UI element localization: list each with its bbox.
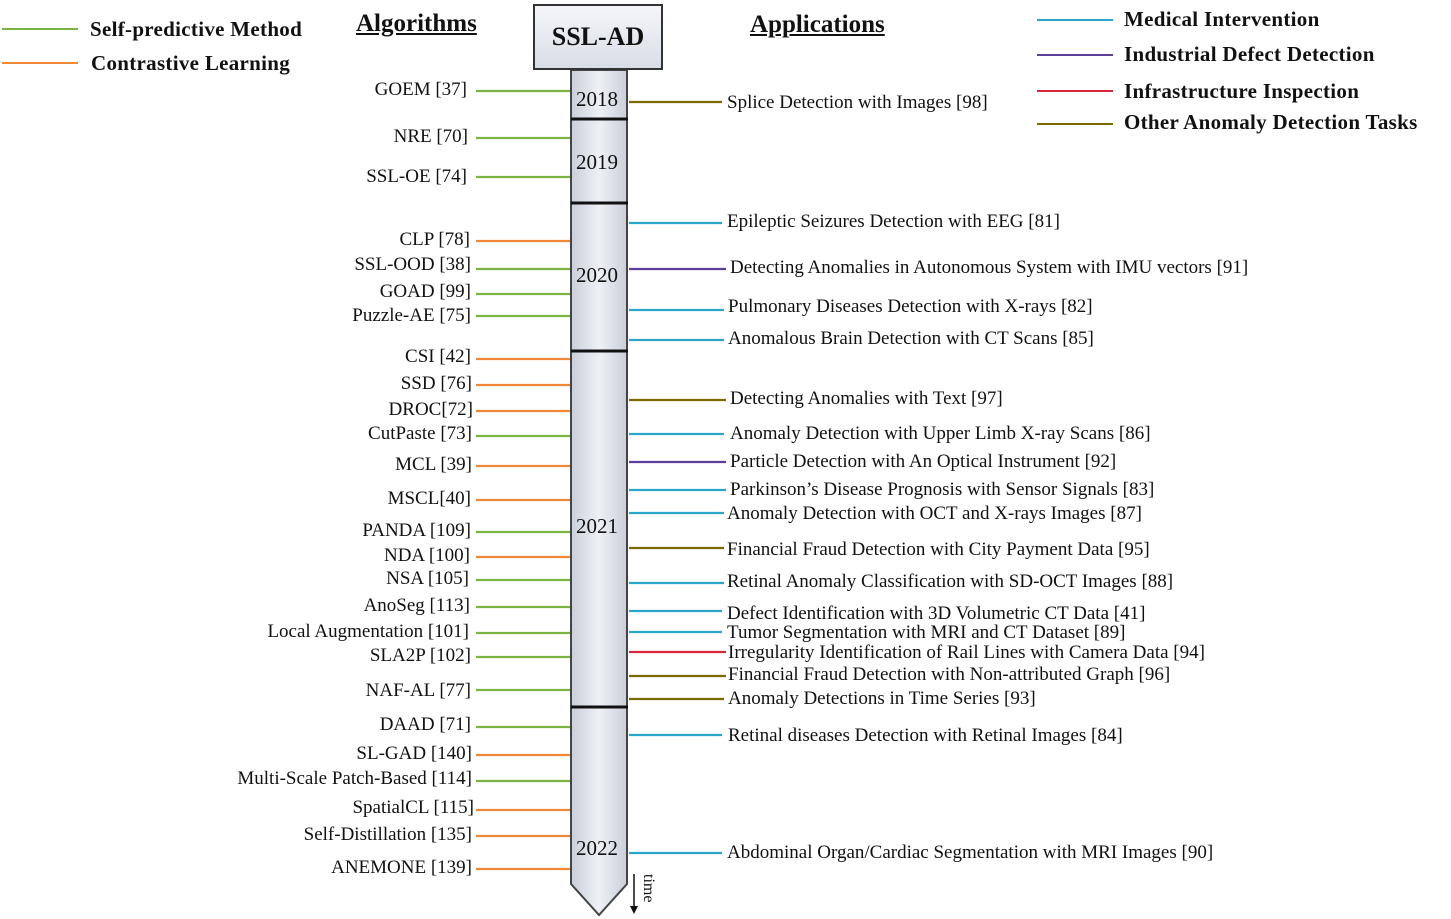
algorithm-label: DROC[72] bbox=[388, 399, 473, 420]
algorithms-heading: Algorithms bbox=[356, 10, 477, 37]
algorithm-label: NAF-AL [77] bbox=[365, 680, 471, 701]
algorithm-label: MCL [39] bbox=[395, 454, 472, 475]
application-label: Anomalous Brain Detection with CT Scans … bbox=[728, 328, 1094, 349]
legend-line-contrastive bbox=[2, 62, 78, 64]
application-label: Anomaly Detections in Time Series [93] bbox=[728, 688, 1036, 709]
algorithm-label: SL-GAD [140] bbox=[356, 743, 472, 764]
time-label: time bbox=[640, 874, 657, 903]
application-label: Tumor Segmentation with MRI and CT Datas… bbox=[727, 622, 1126, 643]
application-label: Abdominal Organ/Cardiac Segmentation wit… bbox=[727, 842, 1214, 863]
algorithm-label: CLP [78] bbox=[399, 229, 470, 250]
timeline-axis bbox=[570, 69, 628, 917]
connector-lines bbox=[476, 89, 726, 871]
application-label: Financial Fraud Detection with Non-attri… bbox=[728, 664, 1171, 685]
application-label: Irregularity Identification of Rail Line… bbox=[728, 642, 1205, 663]
algorithm-label: SSL-OOD [38] bbox=[354, 254, 471, 275]
algorithm-label: NDA [100] bbox=[383, 545, 470, 566]
legend-label-self-predictive: Self-predictive Method bbox=[90, 17, 303, 41]
application-label: Pulmonary Diseases Detection with X-rays… bbox=[728, 296, 1093, 317]
legend-line-industrial bbox=[1037, 54, 1113, 56]
year-separators bbox=[571, 117, 628, 709]
application-label: Retinal diseases Detection with Retinal … bbox=[728, 725, 1123, 746]
year-label-2022: 2022 bbox=[576, 836, 618, 860]
applications-heading: Applications bbox=[750, 11, 885, 38]
application-label: Anomaly Detection with Upper Limb X-ray … bbox=[730, 423, 1151, 444]
algorithm-label: CutPaste [73] bbox=[368, 423, 472, 444]
application-label: Retinal Anomaly Classification with SD-O… bbox=[727, 571, 1174, 592]
year-label-2020: 2020 bbox=[576, 263, 618, 287]
application-label: Defect Identification with 3D Volumetric… bbox=[727, 603, 1146, 624]
legend-line-infrastructure bbox=[1037, 90, 1113, 92]
time-arrow bbox=[630, 874, 638, 914]
legend-line-self-predictive bbox=[2, 28, 78, 30]
algorithm-label: NRE [70] bbox=[393, 126, 468, 147]
algorithm-label: SSL-OE [74] bbox=[366, 166, 467, 187]
ssl-ad-title-box: SSL-AD bbox=[533, 4, 663, 70]
application-label: Splice Detection with Images [98] bbox=[727, 92, 988, 113]
algorithm-label: MSCL[40] bbox=[387, 488, 471, 509]
algorithm-label: NSA [105] bbox=[386, 568, 469, 589]
legend-line-other bbox=[1037, 123, 1113, 125]
algorithm-label: SSD [76] bbox=[400, 373, 472, 394]
application-label: Parkinson’s Disease Prognosis with Senso… bbox=[730, 479, 1155, 500]
algorithm-label: SpatialCL [115] bbox=[352, 797, 474, 818]
legend-label-industrial: Industrial Defect Detection bbox=[1124, 42, 1375, 66]
application-label: Epileptic Seizures Detection with EEG [8… bbox=[727, 211, 1060, 232]
algorithm-label: Multi-Scale Patch-Based [114] bbox=[237, 768, 472, 789]
algorithm-label: Local Augmentation [101] bbox=[267, 621, 469, 642]
algorithm-label: ANEMONE [139] bbox=[331, 857, 472, 878]
legend-label-other: Other Anomaly Detection Tasks bbox=[1124, 110, 1418, 134]
legend-label-contrastive: Contrastive Learning bbox=[91, 51, 291, 75]
algorithm-label: CSI [42] bbox=[405, 346, 471, 367]
legend-label-infrastructure: Infrastructure Inspection bbox=[1124, 79, 1360, 103]
algorithm-label: AnoSeg [113] bbox=[363, 595, 470, 616]
ssl-ad-title: SSL-AD bbox=[551, 22, 645, 51]
algorithm-label: Puzzle-AE [75] bbox=[352, 305, 471, 326]
algorithm-label: GOEM [37] bbox=[374, 79, 467, 100]
application-label: Detecting Anomalies in Autonomous System… bbox=[730, 257, 1249, 278]
application-label: Financial Fraud Detection with City Paym… bbox=[727, 539, 1150, 560]
legend-line-medical bbox=[1037, 19, 1113, 21]
year-label-2018: 2018 bbox=[576, 87, 618, 111]
application-label: Anomaly Detection with OCT and X-rays Im… bbox=[727, 503, 1142, 524]
year-label-2021: 2021 bbox=[576, 514, 618, 538]
algorithm-label: Self-Distillation [135] bbox=[303, 824, 472, 845]
year-label-2019: 2019 bbox=[576, 150, 618, 174]
algorithm-label: PANDA [109] bbox=[362, 520, 471, 541]
legend-label-medical: Medical Intervention bbox=[1124, 7, 1320, 31]
application-label: Detecting Anomalies with Text [97] bbox=[730, 388, 1003, 409]
algorithm-label: GOAD [99] bbox=[379, 281, 471, 302]
algorithm-label: SLA2P [102] bbox=[369, 645, 471, 666]
algorithm-label: DAAD [71] bbox=[379, 714, 471, 735]
application-label: Particle Detection with An Optical Instr… bbox=[730, 451, 1117, 472]
